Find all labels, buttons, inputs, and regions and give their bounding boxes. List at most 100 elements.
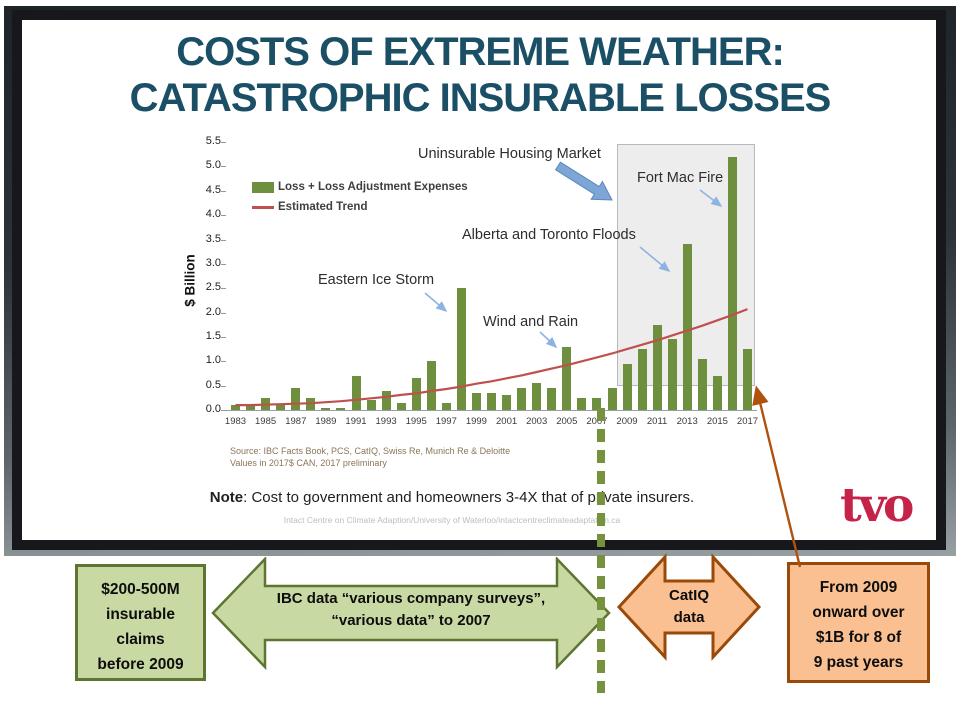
callout-box-from-2009: From 2009 onward over $1B for 8 of 9 pas… <box>787 562 930 683</box>
bar-1987 <box>291 388 301 410</box>
bar-2008 <box>607 388 617 410</box>
y-tick-4.0: 4.0 <box>205 208 221 221</box>
legend-bar-swatch <box>252 181 274 193</box>
slide-title-line2: CATASTROPHIC INSURABLE LOSSES <box>129 75 832 120</box>
callout-from2009-line1: From 2009 <box>819 579 898 596</box>
bar-2002 <box>517 388 527 410</box>
bar-1991 <box>351 375 361 410</box>
legend-trend-swatch <box>252 205 274 209</box>
y-tick-5.0: 5.0 <box>205 159 221 172</box>
callout-from2009-line2: onward over <box>812 604 905 622</box>
x-tick-2015: 2015 <box>706 416 728 427</box>
bar-2011 <box>652 324 662 410</box>
y-tickmark <box>221 312 226 314</box>
y-tickmark <box>221 142 226 143</box>
bar-1998 <box>456 288 466 410</box>
slide-title-line1: COSTS OF EXTREME WEATHER: <box>176 30 785 74</box>
y-tick-5.5: 5.5 <box>205 135 221 147</box>
bar-2009 <box>622 363 632 410</box>
tvo-logo: tvo <box>840 478 914 533</box>
bar-1992 <box>366 400 376 410</box>
bar-2010 <box>637 349 647 410</box>
y-tick-0.5: 0.5 <box>205 378 221 391</box>
bar-1994 <box>396 402 406 410</box>
bar-1999 <box>471 392 481 410</box>
x-tick-2001: 2001 <box>496 416 518 427</box>
bar-2014 <box>697 358 707 410</box>
bar-1983 <box>231 405 240 410</box>
bar-1989 <box>321 407 331 410</box>
y-tickmark <box>221 410 226 411</box>
trend-line-layer <box>235 308 748 407</box>
green-dashed-divider <box>597 408 605 693</box>
y-tickmark <box>221 215 226 217</box>
bar-1993 <box>381 390 391 410</box>
callout-box-before-2009: $200-500M insurable claims before 2009 <box>75 564 206 681</box>
catiq-double-arrow-shape <box>616 553 762 661</box>
callout-before2009-line2: insurable <box>106 606 175 624</box>
bar-2017 <box>743 349 752 410</box>
y-tick-3.0: 3.0 <box>205 256 221 269</box>
y-tickmark <box>221 190 226 192</box>
callout-before2009-line3: claims <box>116 631 165 649</box>
annotation-alberta-toronto-floods: Alberta and Toronto Floods <box>462 227 636 243</box>
x-tick-1997: 1997 <box>435 416 457 427</box>
x-tick-2013: 2013 <box>676 416 698 427</box>
y-tickmark <box>221 263 226 265</box>
y-tickmark <box>221 385 226 387</box>
bar-2015 <box>712 375 722 410</box>
x-tick-2017: 2017 <box>736 416 759 427</box>
bar-1996 <box>426 361 436 410</box>
bar-1984 <box>246 405 256 410</box>
annotation-wind-and-rain: Wind and Rain <box>483 314 579 330</box>
catiq-arrow-line2: data <box>673 608 705 626</box>
ibc-double-arrow: IBC data “various company surveys”, “var… <box>210 555 612 671</box>
y-tick-0.0: 0.0 <box>205 403 221 415</box>
legend-trend-label: Estimated Trend <box>278 201 368 213</box>
bar-1986 <box>276 405 286 410</box>
y-tickmark <box>221 288 226 290</box>
bar-2016 <box>727 156 737 410</box>
y-tick-1.5: 1.5 <box>205 329 221 342</box>
legend-row-trend: Estimated Trend <box>252 201 367 213</box>
slide-title: COSTS OF EXTREME WEATHER: CATASTROPHIC I… <box>40 30 920 121</box>
ibc-double-arrow-shape <box>211 555 611 671</box>
y-tickmark <box>221 166 226 168</box>
annotation-eastern-ice-storm: Eastern Ice Storm <box>318 272 435 288</box>
note-label: Note <box>209 489 244 506</box>
bar-2004 <box>547 388 557 410</box>
estimated-trend-line <box>235 308 748 407</box>
bar-2012 <box>667 339 677 410</box>
x-tick-2009: 2009 <box>616 416 638 427</box>
bar-2000 <box>487 392 496 410</box>
x-tick-1985: 1985 <box>255 416 277 427</box>
bar-2003 <box>532 383 542 410</box>
x-tick-2003: 2003 <box>526 416 548 427</box>
catiq-arrow-line1: CatIQ <box>668 587 709 604</box>
legend-row-bars: Loss + Loss Adjustment Expenses <box>252 181 468 193</box>
bar-2013 <box>682 244 692 410</box>
x-tick-1999: 1999 <box>465 416 487 427</box>
bar-2005 <box>562 346 572 410</box>
ibc-arrow-line1: IBC data “various company surveys”, <box>276 590 546 607</box>
y-tickmark <box>221 336 226 338</box>
note-text: : Cost to government and homeowners 3-4X… <box>243 489 695 506</box>
y-tick-1.0: 1.0 <box>205 354 221 367</box>
x-tick-1991: 1991 <box>345 416 367 427</box>
y-tick-2.0: 2.0 <box>205 305 221 318</box>
source-line2: Values in 2017$ CAN, 2017 preliminary <box>230 458 387 468</box>
ibc-arrow-label: IBC data “various company surveys”, “var… <box>242 588 580 632</box>
bar-2007 <box>592 397 602 410</box>
catiq-double-arrow: CatIQ data <box>616 551 762 664</box>
x-tick-1995: 1995 <box>405 416 427 427</box>
y-tickmark <box>221 239 226 241</box>
callout-from2009-line4: 9 past years <box>813 654 904 672</box>
credit-line: Intact Centre on Climate Adaption/Univer… <box>283 515 621 525</box>
y-tick-2.5: 2.5 <box>205 281 221 294</box>
annotation-fort-mac-fire: Fort Mac Fire <box>637 170 724 186</box>
callout-before2009-line1: $200-500M <box>101 581 180 598</box>
note-line: Note: Cost to government and homeowners … <box>22 489 882 506</box>
x-tick-1983: 1983 <box>224 416 247 427</box>
